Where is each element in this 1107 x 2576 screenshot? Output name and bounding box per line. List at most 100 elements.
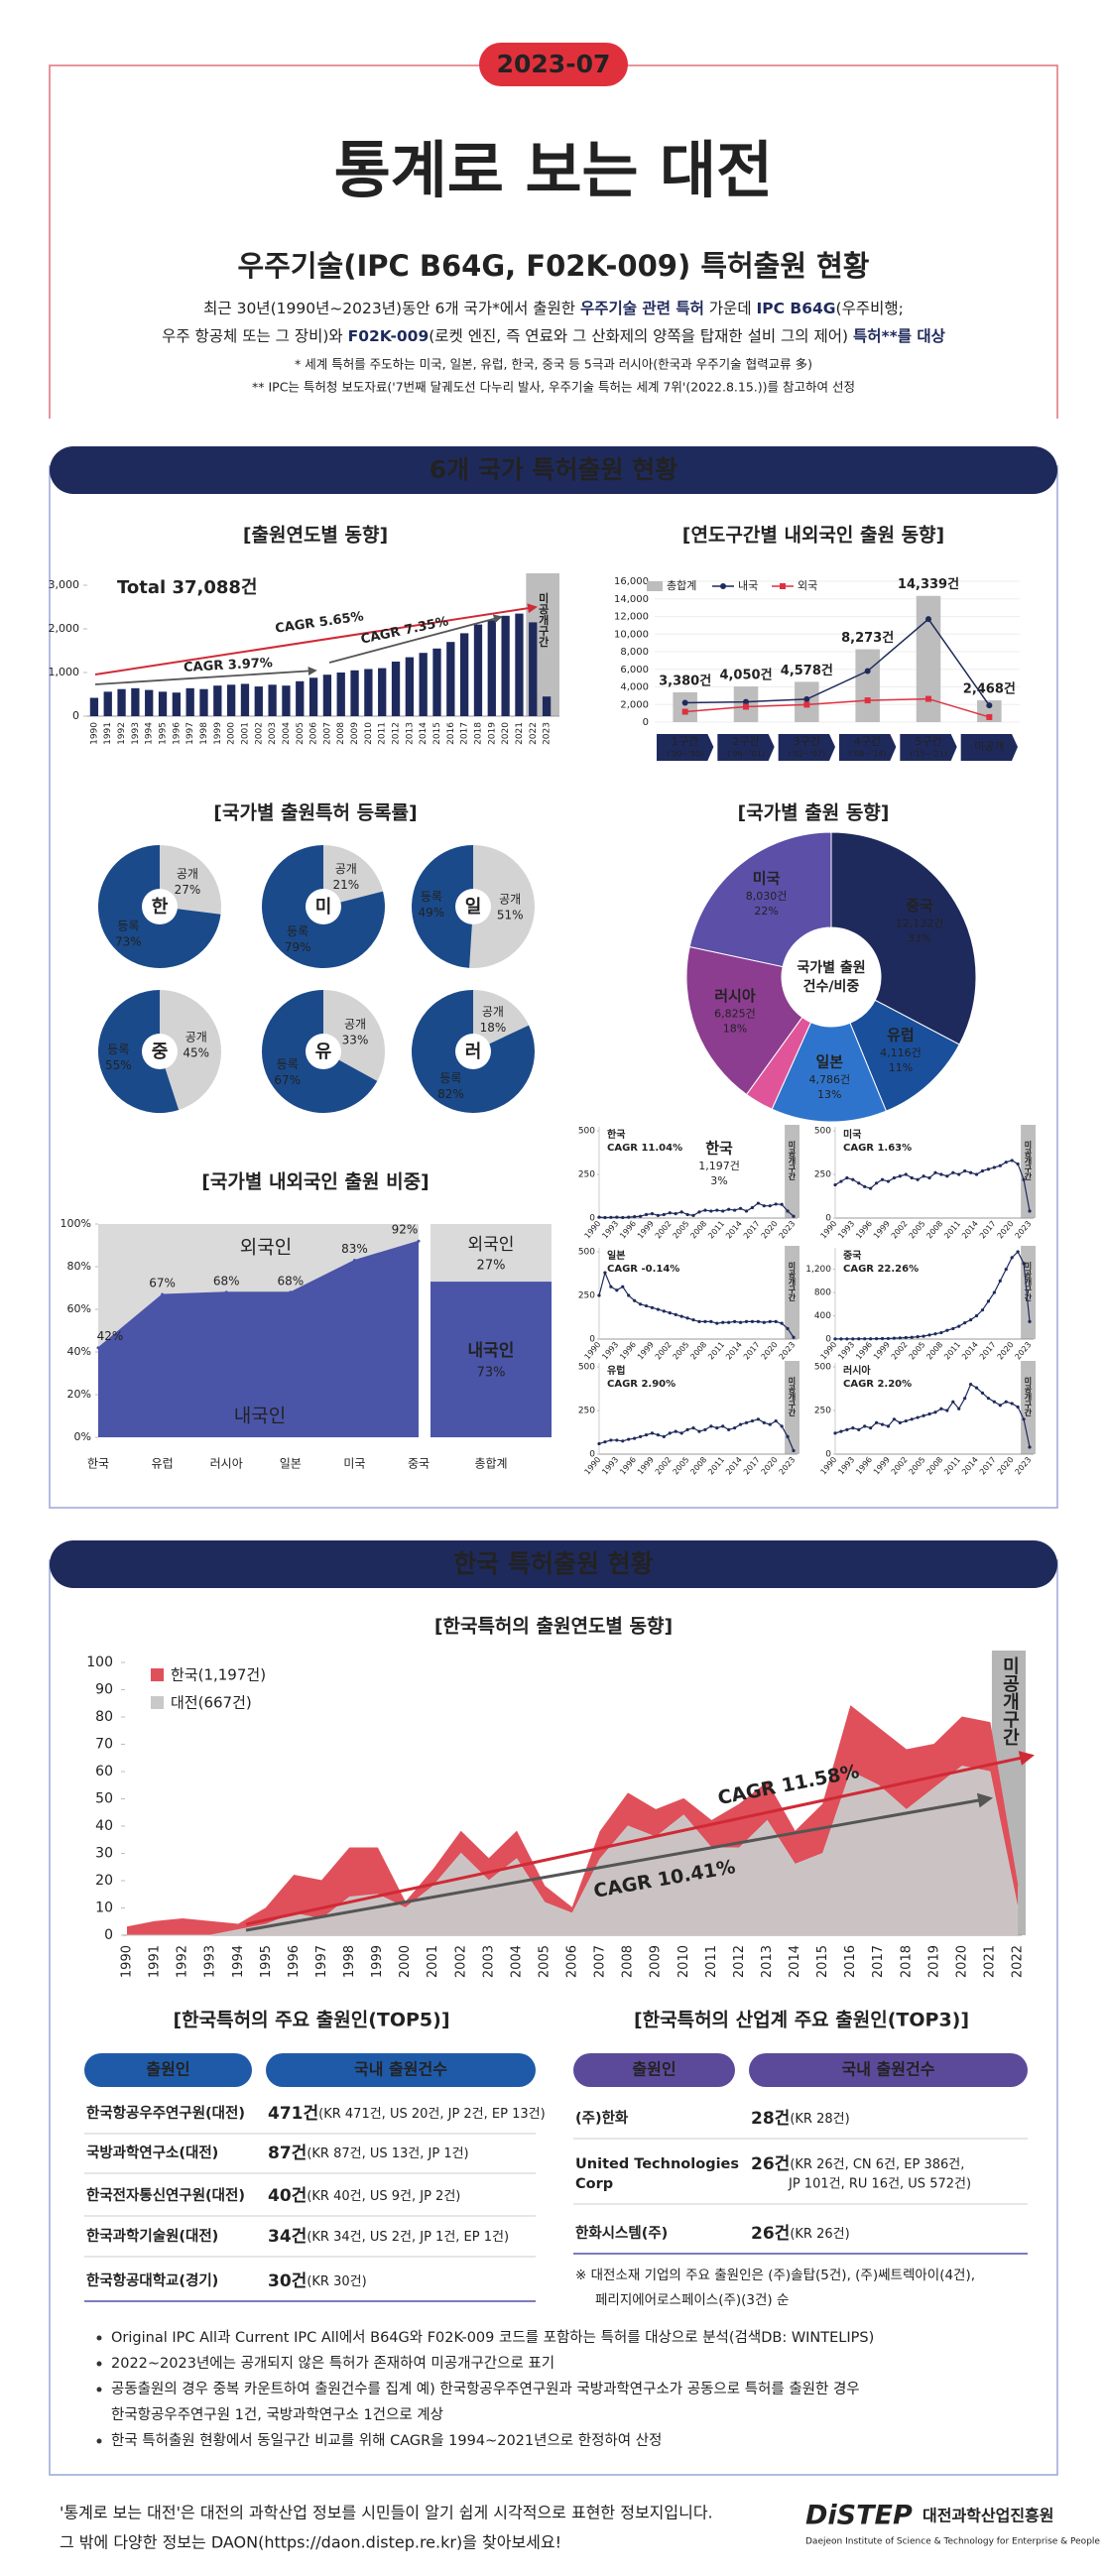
- point: [863, 1184, 867, 1188]
- point: [980, 1308, 985, 1312]
- point: [780, 1202, 784, 1206]
- footnote: 한국 특허출원 현황에서 동일구간 비교를 위해 CAGR을 1994~2021…: [111, 2432, 662, 2449]
- x-tick-label: 1998: [342, 1945, 357, 1978]
- point: [721, 1320, 725, 1324]
- bar: [405, 657, 414, 716]
- point: [892, 1336, 896, 1340]
- x-tick-sublabel: ('90~'95): [667, 750, 704, 759]
- bullet: [96, 2361, 102, 2367]
- x-tick-label: 4구간: [854, 735, 881, 748]
- legend-label: 총합계: [667, 579, 696, 592]
- slice-label: 공개: [344, 1018, 366, 1032]
- description-part: 가운데: [704, 300, 757, 317]
- series-label: 내국인: [234, 1406, 286, 1427]
- point: [597, 1293, 601, 1297]
- point: [774, 1202, 778, 1206]
- point: [939, 1330, 943, 1335]
- point: [998, 1164, 1002, 1167]
- point: [863, 1337, 867, 1341]
- point: [715, 1426, 719, 1430]
- table-detail: (KR 30건): [307, 2274, 366, 2289]
- table-cell: Corp: [575, 2176, 613, 2192]
- legend-swatch: [780, 583, 786, 589]
- unpublished-label: 미공개구간: [537, 591, 550, 647]
- panel-title: 일본: [607, 1249, 625, 1262]
- y-tick-label: 50: [95, 1791, 113, 1807]
- x-tick-label: 1992: [176, 1945, 190, 1978]
- line: [684, 697, 990, 718]
- x-tick-label: 2구간: [732, 735, 759, 748]
- x-tick-label: 2011: [704, 1945, 719, 1978]
- point: [851, 1426, 855, 1430]
- point: [709, 1319, 713, 1323]
- x-tick-label: 2003: [268, 722, 278, 745]
- x-tick-label: 2015: [432, 722, 442, 745]
- point: [650, 1305, 655, 1309]
- point: [609, 1285, 613, 1288]
- line: [684, 618, 990, 706]
- point: [621, 1215, 625, 1220]
- y-tick-label: 40: [95, 1818, 113, 1834]
- value-label: 92%: [392, 1223, 419, 1237]
- x-tick-label: 2014: [788, 1945, 802, 1978]
- point: [864, 697, 871, 704]
- slice-value: 73%: [115, 934, 142, 948]
- y-tick-label: 30: [95, 1846, 113, 1862]
- x-tick-sublabel: ('08~'14): [849, 750, 887, 759]
- y-tick-label: 16,000: [614, 576, 649, 587]
- bar: [529, 622, 538, 716]
- y-tick-label: 500: [814, 1127, 831, 1137]
- x-tick-sublabel: ('96~'01): [727, 750, 765, 759]
- point: [1010, 1402, 1014, 1406]
- point: [1004, 1400, 1008, 1404]
- x-tick-label: 2019: [926, 1945, 941, 1978]
- point: [927, 1411, 931, 1416]
- point: [638, 1434, 643, 1438]
- category-box: [960, 734, 1018, 761]
- table-header: [266, 2053, 536, 2087]
- line: [598, 1418, 795, 1451]
- slice-value: 18%: [480, 1021, 507, 1035]
- y-tick-label: 12,000: [614, 612, 649, 623]
- x-tick-label: 2007: [322, 722, 332, 745]
- series-label: 외국인: [240, 1237, 292, 1259]
- point: [963, 1397, 967, 1401]
- table-cell: 국방과학연구소(대전): [86, 2144, 218, 2161]
- point: [992, 1165, 996, 1169]
- bar: [673, 692, 697, 722]
- value-label: 67%: [149, 1276, 176, 1289]
- point: [916, 1177, 920, 1181]
- y-tick-label: 70: [95, 1737, 113, 1753]
- x-tick-label: 2009: [350, 722, 360, 745]
- bar: [515, 613, 524, 716]
- y-tick-label: 400: [814, 1311, 831, 1321]
- point: [638, 1302, 643, 1306]
- point: [898, 1420, 902, 1424]
- section-header: [50, 446, 1057, 494]
- point: [656, 1307, 660, 1311]
- area-line: [127, 1765, 1019, 1936]
- point: [939, 1407, 943, 1411]
- chart-title: [국가별 내외국인 출원 비중]: [201, 1171, 430, 1193]
- table-detail: (KR 26건): [790, 2227, 849, 2242]
- donut-center-label: 국가별 출원: [797, 959, 865, 976]
- point: [833, 1431, 837, 1435]
- description: 최근 30년(1990년~2023년)동안 6개 국가*에서 출원한 우주기술 …: [203, 300, 904, 317]
- category-box: [900, 734, 957, 761]
- bar: [419, 653, 428, 716]
- point: [916, 1415, 920, 1419]
- point: [780, 1321, 784, 1325]
- total-label: Total 37,088건: [117, 577, 257, 598]
- point: [980, 1168, 985, 1173]
- point: [633, 1298, 637, 1302]
- table-count: 87건: [268, 2144, 307, 2163]
- point: [597, 1441, 601, 1446]
- point: [998, 1404, 1002, 1408]
- footnote: 공동출원의 경우 중복 카운트하여 출원건수를 집계 예) 한국항공우주연구원과…: [111, 2381, 860, 2397]
- table-header-text: 국내 출원건수: [354, 2060, 447, 2079]
- panel-title: 중국: [843, 1250, 861, 1262]
- x-tick-label: 2005: [296, 722, 306, 745]
- x-tick-label: 2022: [1011, 1945, 1026, 1978]
- y-tick-label: 14,000: [614, 594, 649, 605]
- point: [644, 1212, 649, 1217]
